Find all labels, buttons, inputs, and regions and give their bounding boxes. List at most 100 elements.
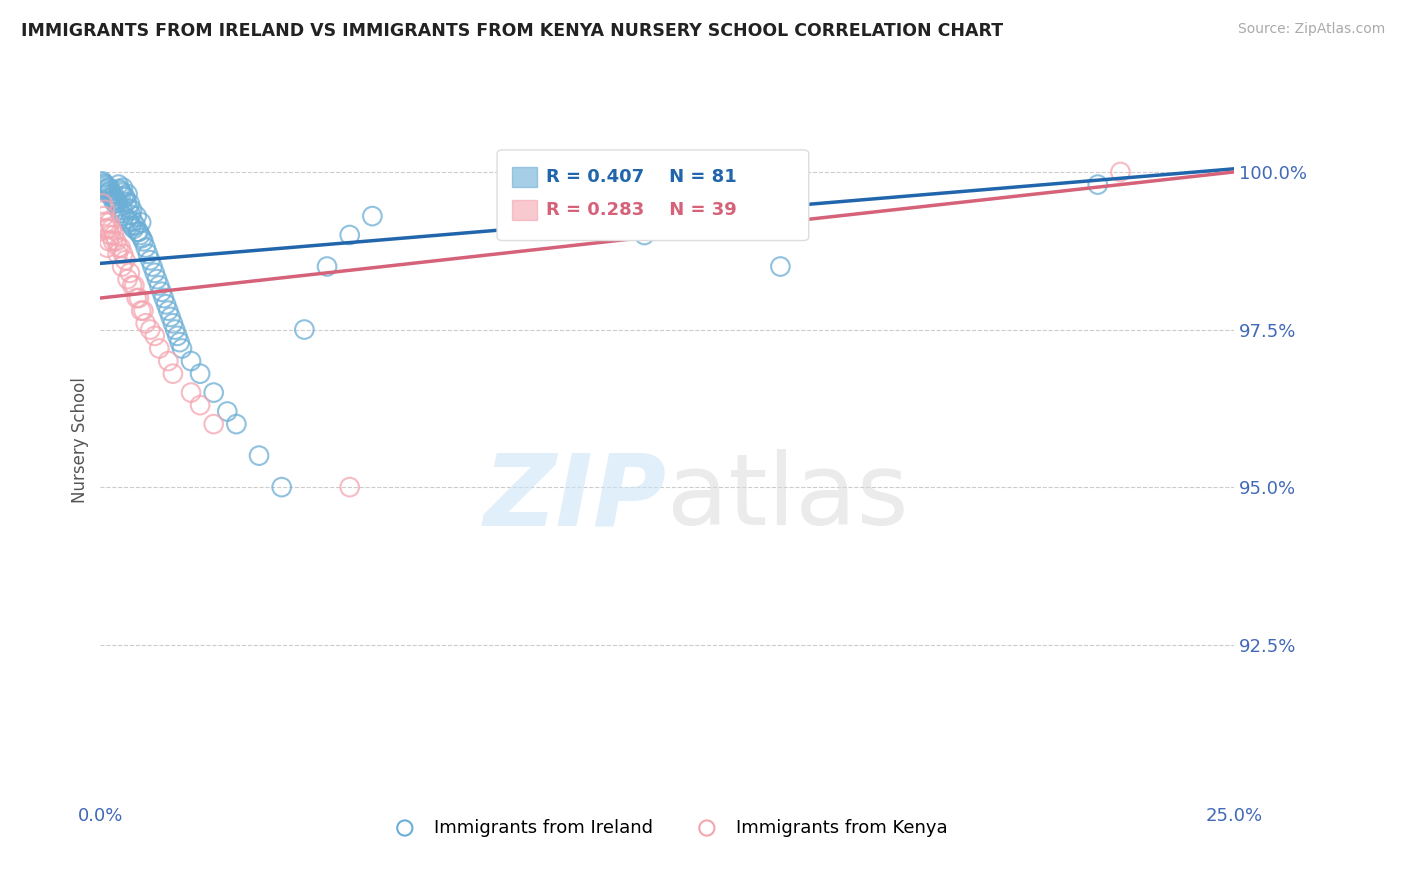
Point [98, 184, 121, 198]
Point [247, 449, 270, 463]
Point [633, 227, 655, 242]
Point [103, 227, 125, 242]
Point [128, 225, 150, 239]
Point [122, 214, 145, 228]
Point [121, 202, 143, 217]
Point [94, 215, 117, 229]
Point [165, 322, 187, 336]
Point [97, 221, 120, 235]
Point [96, 241, 118, 255]
Point [170, 342, 193, 356]
Point [769, 260, 792, 274]
Point [153, 291, 176, 305]
Point [108, 182, 131, 196]
Point [316, 260, 339, 274]
Point [104, 191, 127, 205]
Point [93, 209, 115, 223]
Point [111, 186, 134, 200]
Point [339, 227, 361, 242]
Point [91, 196, 114, 211]
Point [120, 208, 142, 222]
Point [110, 206, 132, 220]
Point [118, 266, 141, 280]
Point [202, 385, 225, 400]
Point [1109, 165, 1132, 179]
Point [131, 231, 153, 245]
Point [543, 196, 565, 211]
Point [157, 354, 180, 368]
Point [135, 241, 157, 255]
Point [143, 266, 166, 280]
Point [139, 322, 162, 336]
Point [100, 221, 122, 235]
Point [150, 285, 173, 299]
Point [292, 322, 315, 336]
Legend: Immigrants from Ireland, Immigrants from Kenya: Immigrants from Ireland, Immigrants from… [380, 812, 955, 844]
Bar [512, 200, 537, 220]
Point [107, 200, 129, 214]
Point [125, 291, 148, 305]
Point [94, 178, 117, 193]
Y-axis label: Nursery School: Nursery School [72, 377, 89, 503]
Point [107, 178, 129, 192]
Point [110, 241, 132, 255]
Point [139, 253, 162, 268]
Text: ZIP: ZIP [484, 450, 666, 546]
Point [129, 215, 152, 229]
Point [132, 303, 155, 318]
Point [117, 187, 139, 202]
Point [111, 260, 134, 274]
Point [162, 367, 184, 381]
Point [141, 260, 163, 274]
Point [101, 190, 124, 204]
Point [125, 209, 148, 223]
Text: R = 0.407    N = 81: R = 0.407 N = 81 [546, 168, 737, 186]
Point [188, 398, 211, 412]
Point [112, 209, 135, 223]
Text: Source: ZipAtlas.com: Source: ZipAtlas.com [1237, 22, 1385, 37]
Point [111, 202, 134, 217]
Point [97, 185, 120, 199]
Point [135, 316, 157, 330]
Point [96, 180, 118, 194]
Point [107, 241, 129, 255]
Point [110, 184, 132, 198]
Point [114, 253, 136, 268]
Point [107, 195, 129, 210]
Point [157, 303, 180, 318]
Point [94, 178, 117, 192]
Point [96, 183, 118, 197]
Point [105, 194, 128, 208]
Point [114, 190, 136, 204]
Point [217, 404, 239, 418]
Point [101, 194, 124, 208]
Point [101, 235, 124, 249]
Point [520, 196, 543, 211]
Point [180, 385, 202, 400]
Point [202, 417, 225, 431]
Point [188, 367, 211, 381]
Point [166, 329, 188, 343]
Point [96, 221, 118, 235]
Point [93, 177, 115, 191]
Point [105, 235, 128, 249]
Bar [512, 167, 537, 187]
Point [107, 247, 129, 261]
Text: IMMIGRANTS FROM IRELAND VS IMMIGRANTS FROM KENYA NURSERY SCHOOL CORRELATION CHAR: IMMIGRANTS FROM IRELAND VS IMMIGRANTS FR… [21, 22, 1004, 40]
Point [98, 215, 121, 229]
Point [118, 215, 141, 229]
Point [117, 272, 139, 286]
Point [155, 297, 177, 311]
Point [270, 480, 292, 494]
Point [132, 235, 155, 249]
Point [124, 278, 146, 293]
Point [121, 219, 143, 233]
Point [136, 247, 159, 261]
Point [103, 187, 125, 202]
Point [128, 291, 150, 305]
Point [115, 195, 138, 210]
Point [104, 196, 127, 211]
Point [121, 278, 143, 293]
Point [180, 354, 202, 368]
Point [148, 278, 170, 293]
